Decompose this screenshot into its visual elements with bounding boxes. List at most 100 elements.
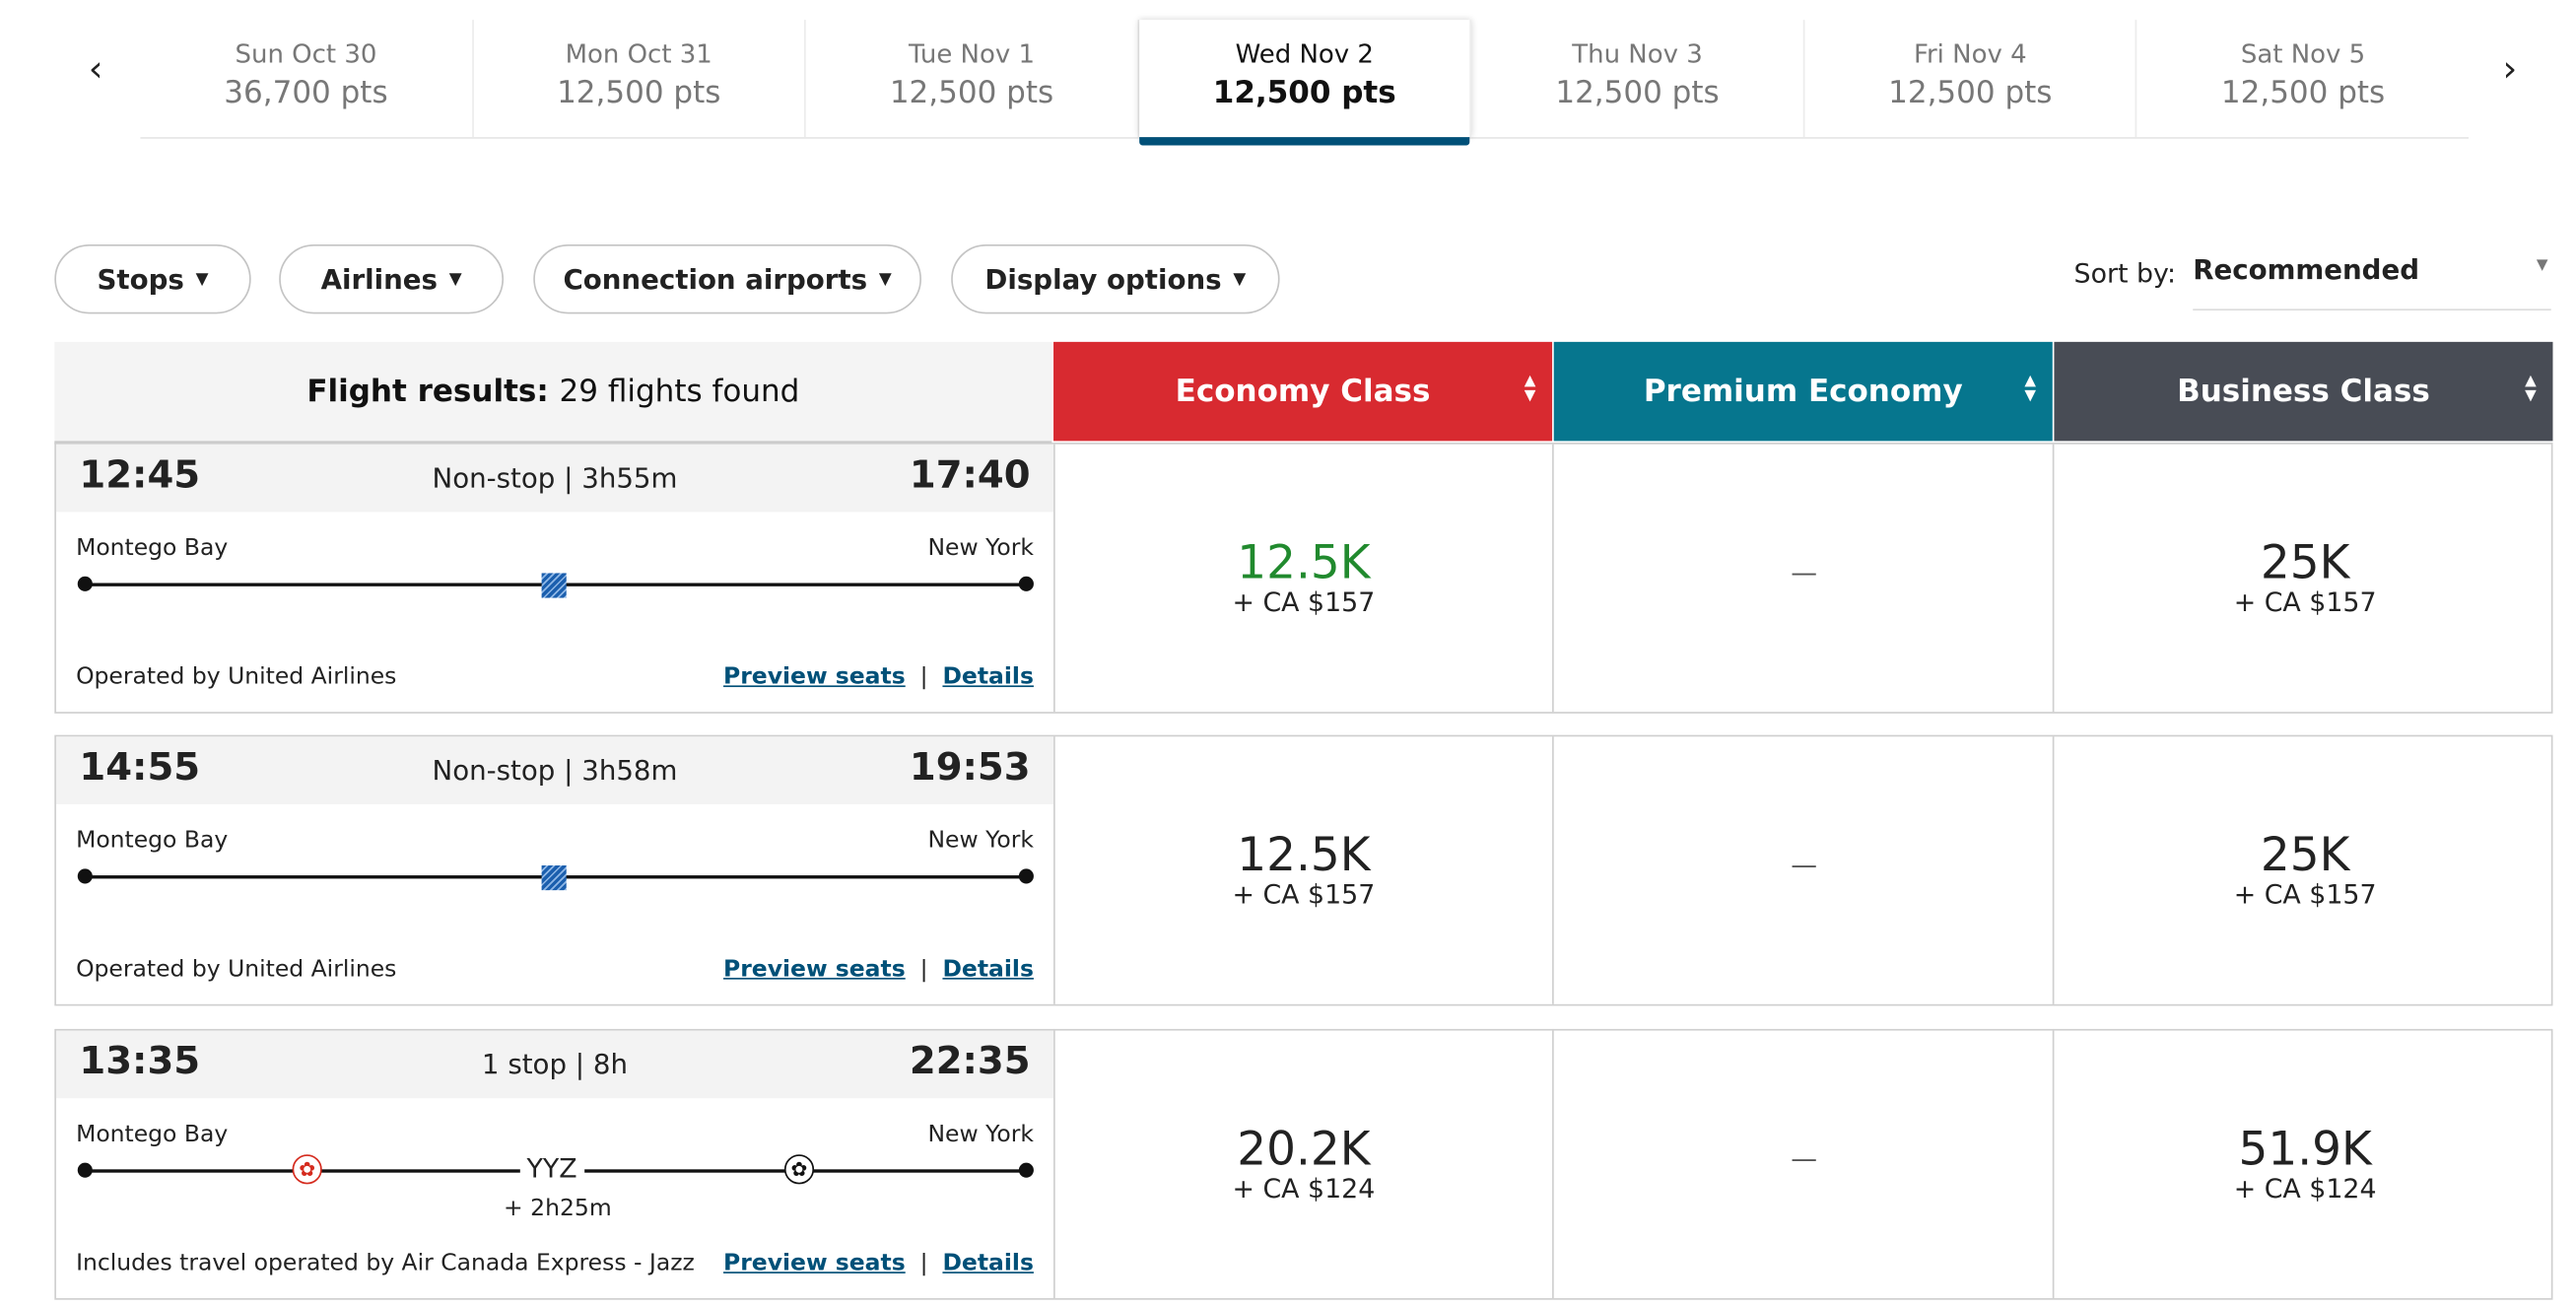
airlines-label: Airlines (320, 263, 438, 296)
preview-seats-link[interactable]: Preview seats (723, 956, 906, 983)
flight-row: 14:55 Non-stop | 3h58m 19:53 Montego Bay… (54, 734, 2554, 1006)
details-link[interactable]: Details (942, 956, 1034, 983)
origin-city: Montego Bay (76, 534, 229, 562)
chevron-right-icon[interactable]: › (2502, 49, 2518, 92)
sort-by-select[interactable]: Recommended ▼ (2193, 254, 2551, 311)
arrival-time: 19:53 (909, 746, 1031, 790)
display-options-button[interactable]: Display options ▼ (951, 243, 1280, 314)
cabin-header-1[interactable]: Premium Economy ▲ ▼ (1553, 341, 2053, 442)
stops-label: Stops (97, 263, 184, 296)
departure-time: 13:35 (79, 1040, 201, 1084)
stops-filter-button[interactable]: Stops ▼ (54, 243, 251, 314)
sort-icon[interactable]: ▲ ▼ (1524, 373, 1536, 405)
origin-dot (77, 1162, 93, 1178)
air-canada-icon: ✿ (292, 1154, 322, 1185)
cabin-name: Premium Economy (1643, 374, 1963, 409)
date-points: 12,500 pts (1888, 76, 2053, 111)
cabin-name: Business Class (2177, 374, 2430, 409)
sort-icon[interactable]: ▲ ▼ (2024, 373, 2037, 405)
date-points: 36,700 pts (224, 76, 388, 111)
date-tab[interactable]: Tue Nov 1 12,500 pts (806, 20, 1139, 138)
preview-seats-link[interactable]: Preview seats (723, 1250, 906, 1277)
flight-summary: Non-stop | 3h55m (432, 462, 678, 495)
fare-points: 12.5K (1237, 827, 1371, 882)
chevron-left-icon[interactable]: ‹ (88, 49, 103, 92)
fare-cell[interactable]: 12.5K + CA $157 (1055, 736, 1554, 1004)
date-tab[interactable]: Thu Nov 3 12,500 pts (1471, 20, 1805, 138)
date-tab[interactable]: Sun Oct 30 36,700 pts (140, 20, 474, 138)
date-points: 12,500 pts (557, 76, 721, 111)
cabin-header-2[interactable]: Business Class ▲ ▼ (2054, 341, 2553, 442)
preview-seats-link[interactable]: Preview seats (723, 663, 906, 691)
details-link[interactable]: Details (942, 663, 1034, 691)
fare-cell[interactable]: 20.2K + CA $124 (1055, 1030, 1554, 1299)
layover-duration: + 2h25m (504, 1196, 612, 1222)
date-points: 12,500 pts (1212, 76, 1396, 111)
operator-text: Operated by United Airlines (76, 663, 397, 691)
connection-airports-filter-button[interactable]: Connection airports ▼ (533, 243, 921, 314)
date-tab[interactable]: Wed Nov 2 12,500 pts (1138, 20, 1472, 146)
fare-cell[interactable]: 25K + CA $157 (2056, 736, 2554, 1003)
united-airlines-icon (541, 573, 567, 598)
display-options-label: Display options (984, 263, 1222, 296)
origin-dot (77, 868, 93, 884)
fare-unavailable: — (1791, 849, 1817, 881)
caret-down-icon: ▼ (878, 269, 892, 289)
date-label: Tue Nov 1 (908, 39, 1036, 70)
flight-info: 13:35 1 stop | 8h 22:35 Montego Bay New … (55, 1030, 1055, 1299)
destination-dot (1018, 868, 1034, 884)
destination-city: New York (927, 1121, 1034, 1148)
destination-city: New York (927, 534, 1034, 562)
flight-info: 12:45 Non-stop | 3h55m 17:40 Montego Bay… (55, 444, 1055, 713)
caret-down-icon: ▼ (448, 269, 462, 289)
fare-cash: + CA $157 (1232, 878, 1376, 911)
details-link[interactable]: Details (942, 1250, 1034, 1277)
date-points: 12,500 pts (1555, 76, 1720, 111)
date-tab[interactable]: Mon Oct 31 12,500 pts (473, 20, 806, 138)
operator-text: Operated by United Airlines (76, 956, 397, 983)
caret-down-icon: ▼ (1233, 269, 1247, 289)
date-label: Thu Nov 3 (1572, 39, 1703, 70)
fare-cash: + CA $124 (1232, 1172, 1376, 1205)
sort-by-label: Sort by: (2073, 257, 2176, 290)
date-tab[interactable]: Sat Nov 5 12,500 pts (2137, 20, 2469, 137)
airlines-filter-button[interactable]: Airlines ▼ (279, 243, 505, 314)
operator-text: Includes travel operated by Air Canada E… (76, 1250, 695, 1277)
cabin-header-0[interactable]: Economy Class ▲ ▼ (1053, 341, 1553, 442)
fare-cash: + CA $157 (1232, 585, 1376, 618)
fare-cell[interactable]: 25K + CA $157 (2056, 445, 2554, 712)
fare-points: 25K (2260, 827, 2350, 882)
united-airlines-icon (541, 865, 567, 891)
date-selector: Sun Oct 30 36,700 pts Mon Oct 31 12,500 … (140, 20, 2470, 146)
fare-cell[interactable]: 51.9K + CA $124 (2056, 1031, 2554, 1298)
destination-dot (1018, 576, 1034, 591)
fare-points: 25K (2260, 534, 2350, 590)
fare-points: 20.2K (1237, 1121, 1371, 1177)
origin-city: Montego Bay (76, 827, 229, 855)
destination-dot (1018, 1162, 1034, 1178)
destination-city: New York (927, 827, 1034, 855)
fare-points: 12.5K (1237, 534, 1371, 590)
stop-airport: YYZ (519, 1152, 584, 1185)
flight-row: 13:35 1 stop | 8h 22:35 Montego Bay New … (54, 1028, 2554, 1300)
results-label: Flight results: (306, 374, 549, 409)
fare-unavailable: — (1791, 1142, 1817, 1175)
origin-city: Montego Bay (76, 1121, 229, 1148)
arrival-time: 22:35 (909, 1040, 1031, 1084)
caret-down-icon: ▼ (2536, 257, 2548, 275)
date-tab[interactable]: Fri Nov 4 12,500 pts (1804, 20, 2138, 138)
sort-icon[interactable]: ▲ ▼ (2525, 373, 2537, 405)
date-points: 12,500 pts (2220, 76, 2386, 111)
fare-cash: + CA $157 (2233, 585, 2377, 618)
results-count: 29 flights found (559, 374, 800, 409)
fare-cell: — (1555, 1030, 2055, 1299)
flight-summary: 1 stop | 8h (481, 1049, 629, 1080)
date-label: Sat Nov 5 (2240, 39, 2366, 70)
arrival-time: 17:40 (909, 453, 1031, 498)
date-label: Wed Nov 2 (1235, 39, 1374, 70)
fare-cash: + CA $124 (2233, 1172, 2377, 1205)
connection-airports-label: Connection airports (563, 263, 868, 296)
date-label: Mon Oct 31 (565, 39, 712, 70)
fare-cell[interactable]: 12.5K + CA $157 (1055, 444, 1554, 713)
